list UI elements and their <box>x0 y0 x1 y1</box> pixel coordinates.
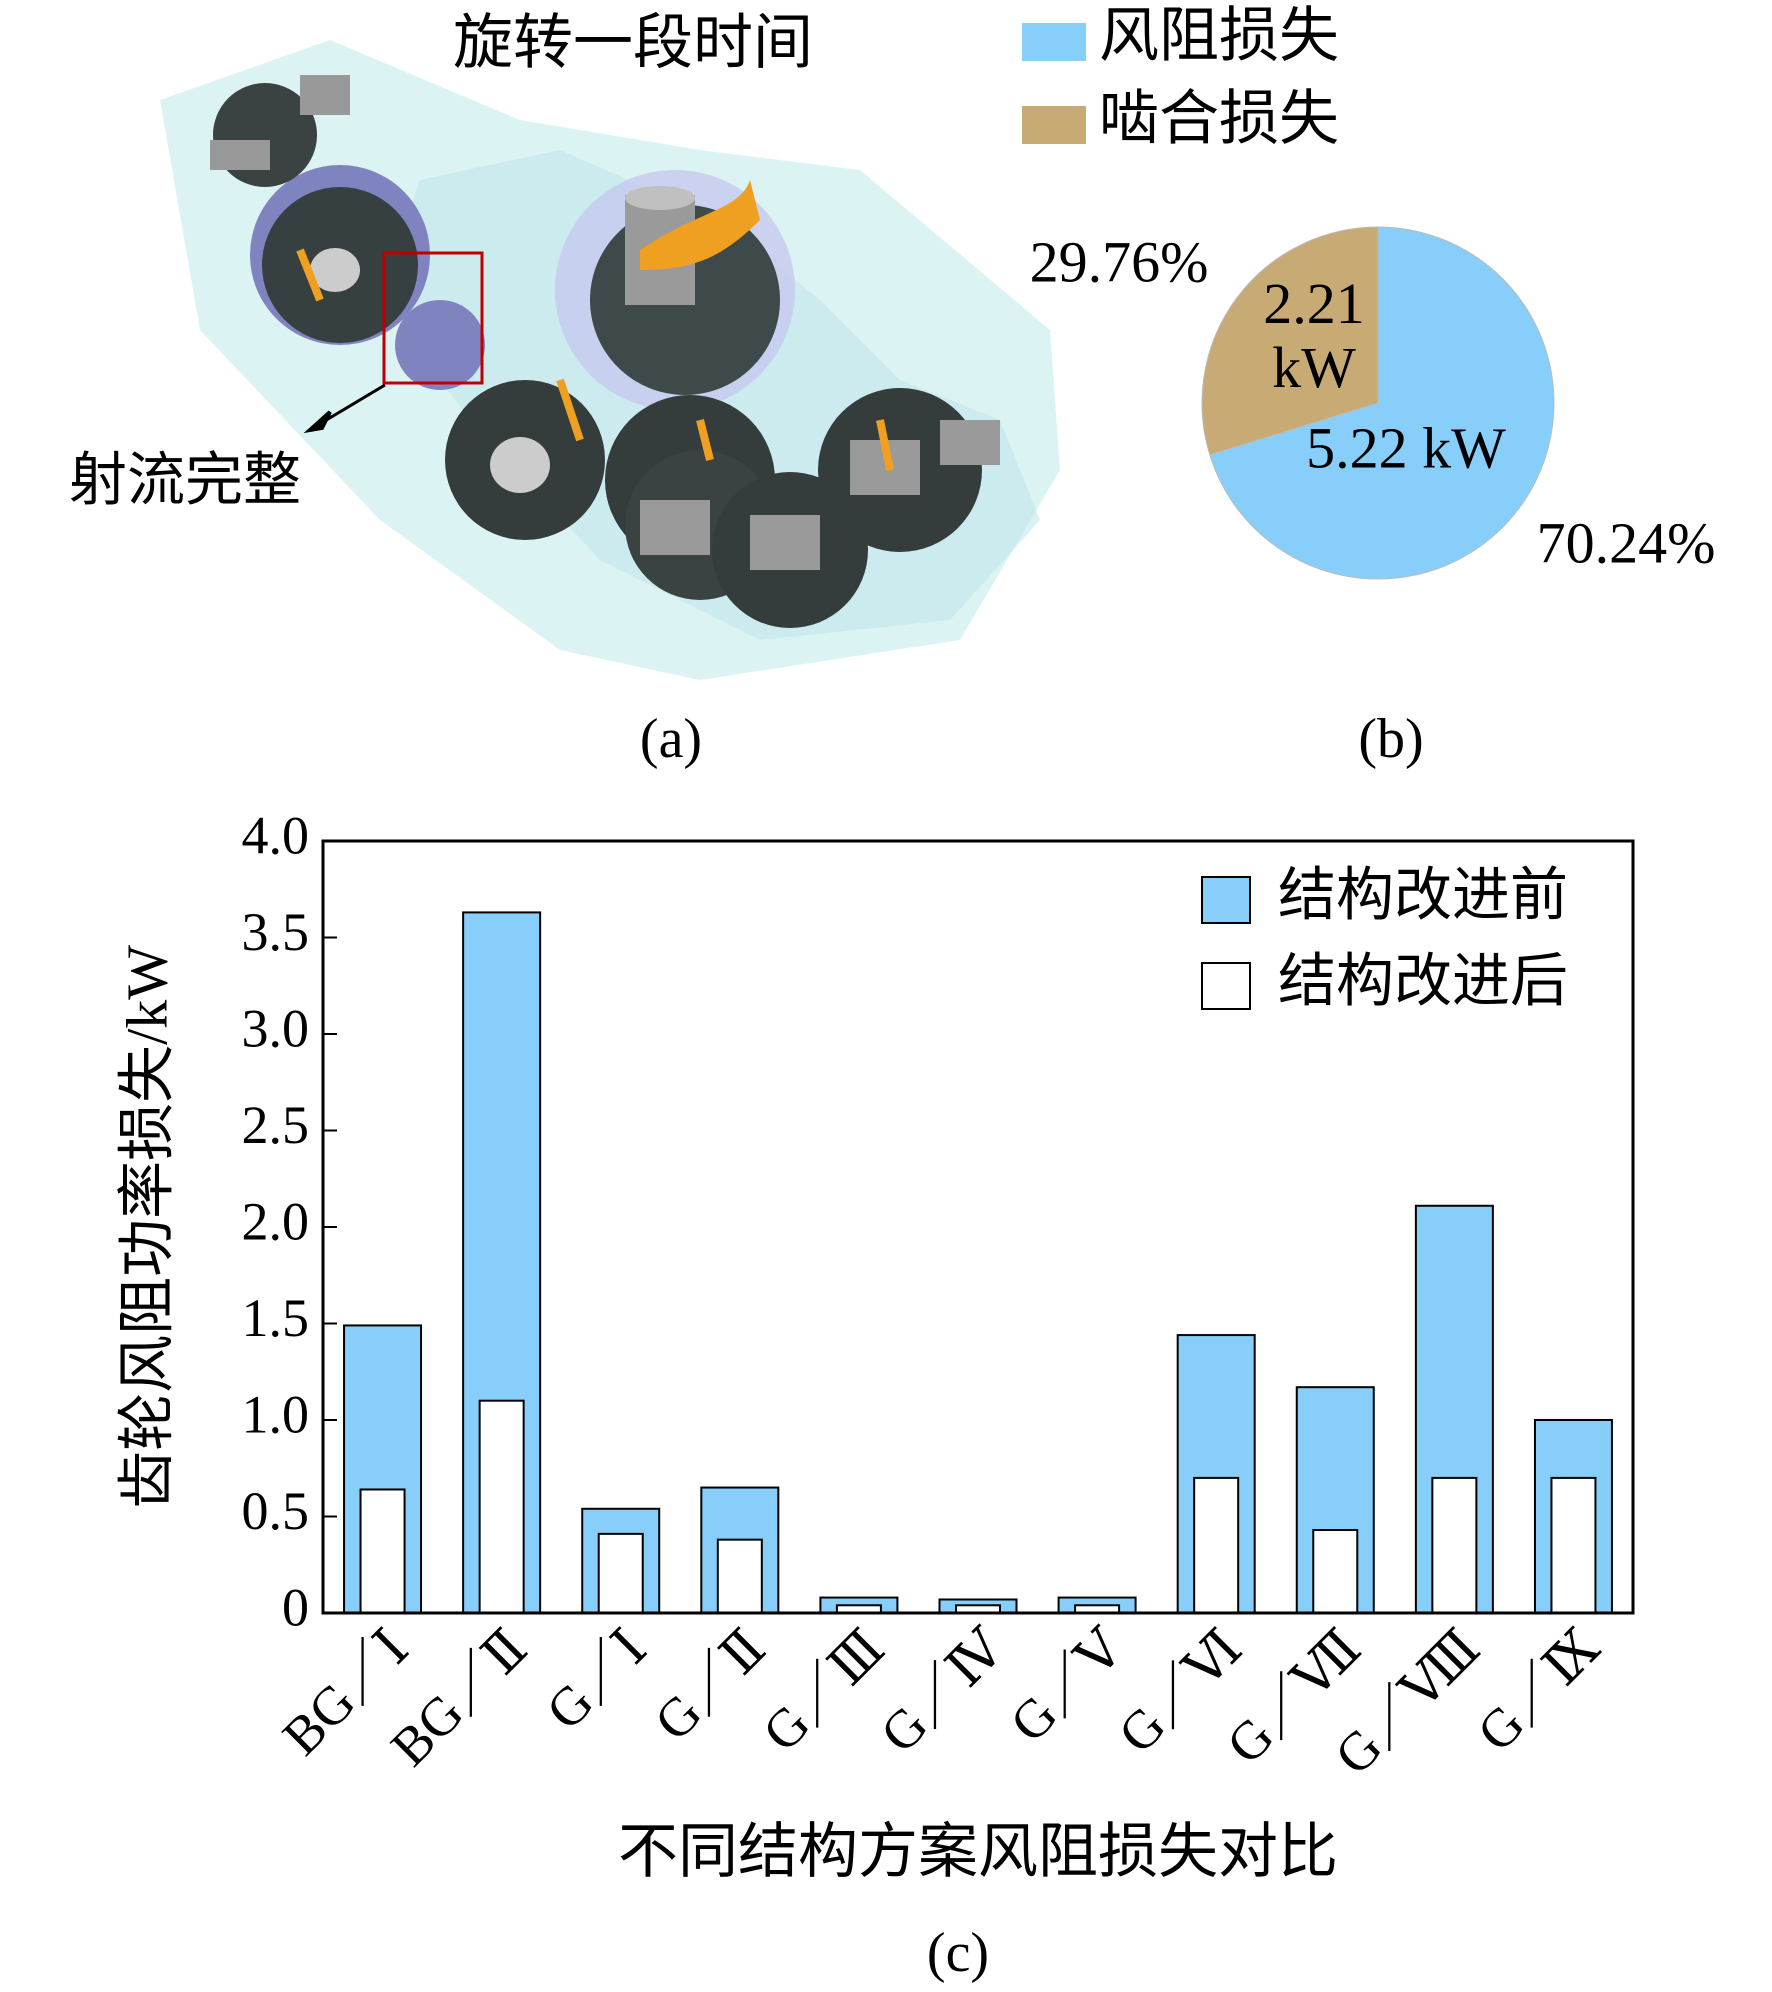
annotation: 射流完整 <box>69 447 301 512</box>
x-axis-title: 不同结构方案风阻损失对比 <box>618 1819 1338 1885</box>
x-tick-label: G／Ⅰ <box>535 1618 658 1741</box>
y-axis-title: 齿轮风阻功率损失/kW <box>114 945 179 1509</box>
y-tick-label: 0.5 <box>242 1481 310 1541</box>
x-tick-label: BG／Ⅱ <box>379 1618 539 1778</box>
y-tick-label: 3.5 <box>242 902 310 962</box>
bar-chart: 00.51.01.52.02.53.03.54.0结构改进前结构改进后BG／ⅠB… <box>114 805 1635 1984</box>
bar <box>1193 1476 1240 1615</box>
value-label: 2.21 kW <box>1263 271 1365 400</box>
y-tick-label: 1.5 <box>242 1288 310 1348</box>
x-tick-label: G／Ⅸ <box>1466 1618 1611 1763</box>
pie-slice <box>1201 226 1379 456</box>
percent-label: 5.22 kW <box>1306 415 1506 480</box>
panel-label: (c) <box>927 1922 989 1984</box>
y-tick-label: 4.0 <box>242 805 310 865</box>
percent-label: 29.76% <box>1030 229 1209 294</box>
x-tick-label: G／Ⅱ <box>643 1618 777 1752</box>
legend-label: 风阻损失 <box>1099 3 1339 69</box>
panel-label: (b) <box>1358 708 1423 770</box>
bar <box>597 1532 644 1614</box>
bar <box>1550 1476 1597 1615</box>
bar <box>478 1399 525 1614</box>
y-tick-label: 2.5 <box>242 1095 310 1155</box>
y-tick-label: 3.0 <box>242 998 310 1058</box>
legend-label: 啮合损失 <box>1099 86 1339 152</box>
pie-slice <box>1209 226 1555 580</box>
legend-swatch <box>1201 962 1251 1010</box>
legend-swatch <box>1201 876 1251 924</box>
legend-label: 结构改进后 <box>1278 948 1568 1013</box>
bar <box>359 1488 406 1614</box>
y-tick-label: 0 <box>282 1577 309 1637</box>
percent-label: 70.24% <box>1537 510 1716 575</box>
bar <box>462 911 542 1614</box>
render-title: 旋转一段时间 <box>453 10 813 76</box>
plot-frame <box>321 839 1635 1615</box>
bar <box>716 1538 763 1615</box>
panel-label: (a) <box>640 708 702 770</box>
legend-swatch <box>1022 23 1086 61</box>
bar <box>1431 1476 1478 1615</box>
y-tick-label: 2.0 <box>242 1191 310 1251</box>
x-tick-label: G／Ⅲ <box>751 1618 896 1763</box>
legend-label: 结构改进前 <box>1278 862 1568 927</box>
legend-swatch <box>1022 106 1086 144</box>
x-tick-label: G／Ⅴ <box>999 1617 1135 1753</box>
gearbox-render <box>160 40 1060 680</box>
bar <box>1312 1529 1359 1615</box>
y-tick-label: 1.0 <box>242 1384 310 1444</box>
x-tick-label: G／Ⅳ <box>869 1617 1016 1764</box>
